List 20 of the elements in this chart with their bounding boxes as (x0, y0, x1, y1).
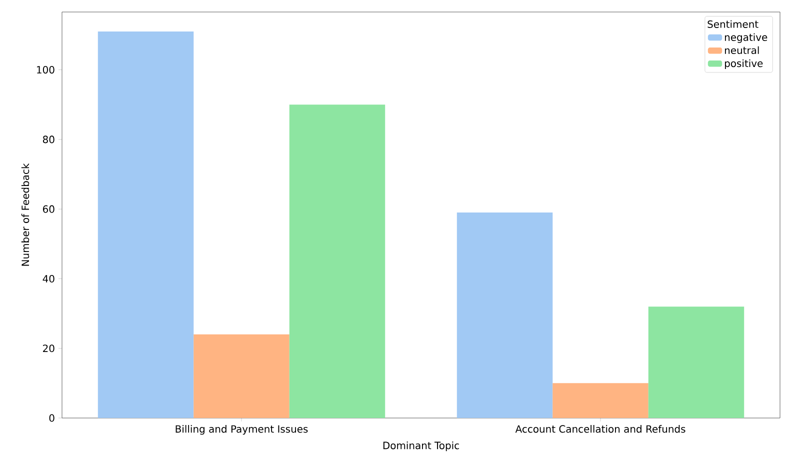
bar (456, 212, 553, 418)
legend-label: neutral (724, 46, 759, 54)
bar (98, 31, 194, 418)
legend-label: negative (724, 33, 768, 43)
x-tick-label: Account Cancellation and Refunds (515, 425, 686, 433)
y-tick-label: 60 (43, 205, 54, 213)
bar (194, 334, 290, 418)
x-axis-title: Dominant Topic (383, 441, 459, 452)
y-tick-label: 20 (43, 344, 54, 352)
y-axis-title: Number of Feedback (21, 163, 30, 266)
y-tick-label: 0 (49, 414, 54, 422)
x-tick-label: Billing and Payment Issues (176, 425, 308, 435)
y-tick-label: 40 (42, 274, 54, 282)
bar (289, 104, 386, 418)
bar (648, 306, 744, 418)
y-tick-label: 80 (42, 136, 54, 144)
bar (552, 383, 648, 418)
legend-label: positive (724, 59, 763, 70)
y-tick-label: 100 (37, 66, 54, 74)
legend-title: Sentiment (708, 20, 758, 28)
